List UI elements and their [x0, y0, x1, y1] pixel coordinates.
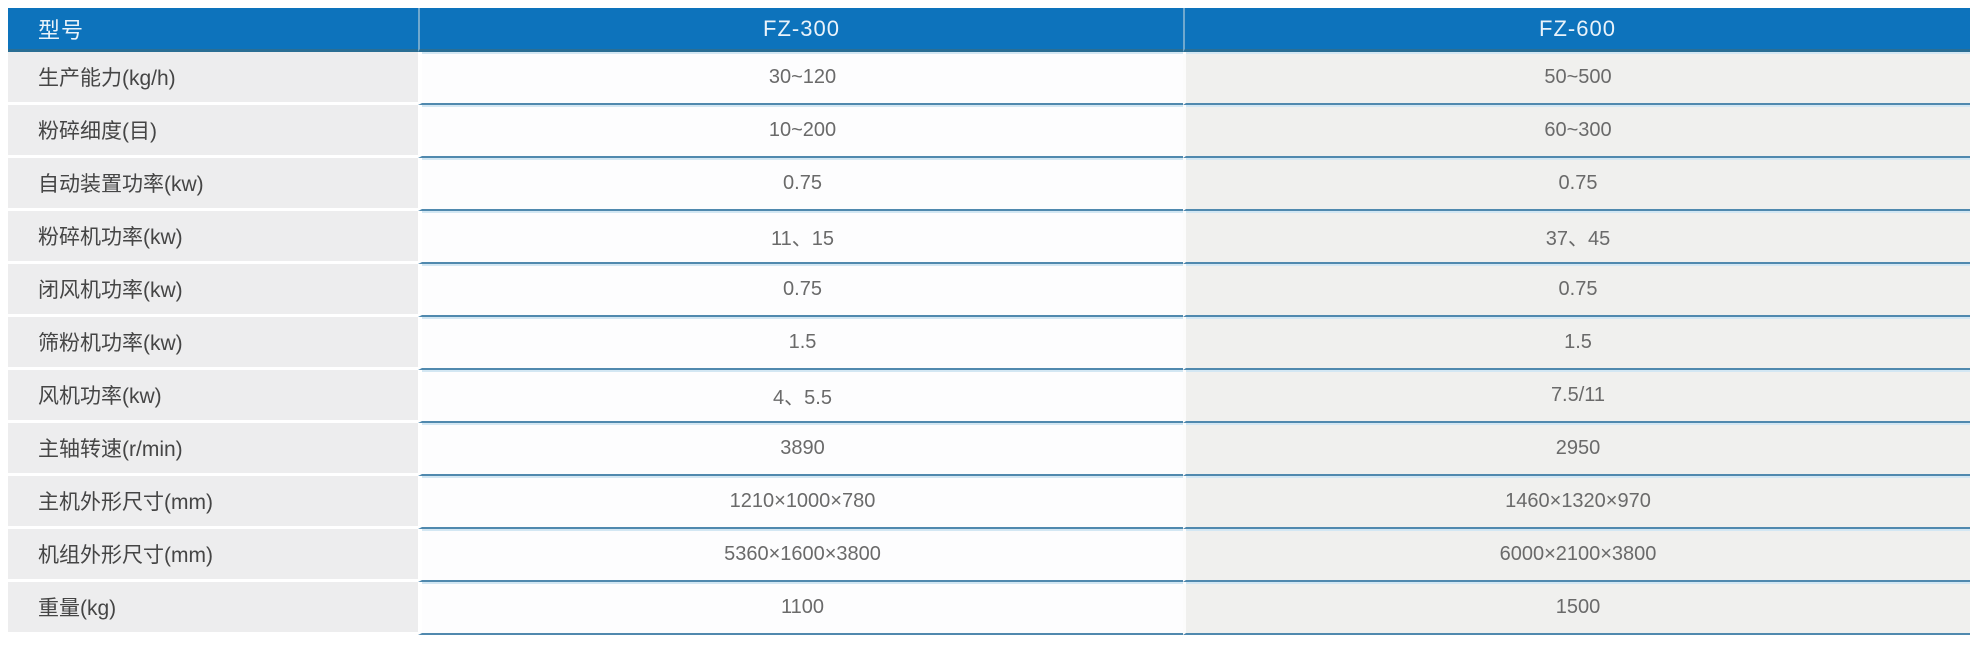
- row-label-cell: 风机功率(kw): [8, 370, 418, 423]
- fz600-value-cell: 0.75: [1183, 158, 1970, 211]
- header-cell-fz300: FZ-300: [418, 8, 1183, 52]
- fz600-value-cell: 50~500: [1183, 52, 1970, 105]
- row-label-cell: 生产能力(kg/h): [8, 52, 418, 105]
- fz300-value-cell: 5360×1600×3800: [418, 529, 1183, 582]
- header-cell-model-label: 型号: [8, 8, 418, 52]
- row-label-cell: 重量(kg): [8, 582, 418, 635]
- row-label-cell: 主轴转速(r/min): [8, 423, 418, 476]
- fz300-value-cell: 0.75: [418, 264, 1183, 317]
- fz300-value-cell: 1100: [418, 582, 1183, 635]
- fz600-value-cell: 37、45: [1183, 211, 1970, 264]
- fz300-value-cell: 3890: [418, 423, 1183, 476]
- fz300-value-cell: 30~120: [418, 52, 1183, 105]
- fz600-value-cell: 2950: [1183, 423, 1970, 476]
- fz600-value-cell: 1.5: [1183, 317, 1970, 370]
- fz300-value-cell: 0.75: [418, 158, 1183, 211]
- fz600-value-cell: 1500: [1183, 582, 1970, 635]
- row-label-cell: 机组外形尺寸(mm): [8, 529, 418, 582]
- row-label-cell: 闭风机功率(kw): [8, 264, 418, 317]
- fz300-value-cell: 1.5: [418, 317, 1183, 370]
- header-cell-fz600: FZ-600: [1183, 8, 1970, 52]
- fz600-value-cell: 1460×1320×970: [1183, 476, 1970, 529]
- fz600-value-cell: 0.75: [1183, 264, 1970, 317]
- fz600-value-cell: 7.5/11: [1183, 370, 1970, 423]
- row-label-cell: 筛粉机功率(kw): [8, 317, 418, 370]
- row-label-cell: 主机外形尺寸(mm): [8, 476, 418, 529]
- fz600-value-cell: 60~300: [1183, 105, 1970, 158]
- fz600-value-cell: 6000×2100×3800: [1183, 529, 1970, 582]
- spec-table: 型号 FZ-300 FZ-600 生产能力(kg/h) 30~120 50~50…: [8, 8, 1970, 635]
- row-label-cell: 自动装置功率(kw): [8, 158, 418, 211]
- fz300-value-cell: 10~200: [418, 105, 1183, 158]
- fz300-value-cell: 4、5.5: [418, 370, 1183, 423]
- fz300-value-cell: 11、15: [418, 211, 1183, 264]
- row-label-cell: 粉碎细度(目): [8, 105, 418, 158]
- row-label-cell: 粉碎机功率(kw): [8, 211, 418, 264]
- fz300-value-cell: 1210×1000×780: [418, 476, 1183, 529]
